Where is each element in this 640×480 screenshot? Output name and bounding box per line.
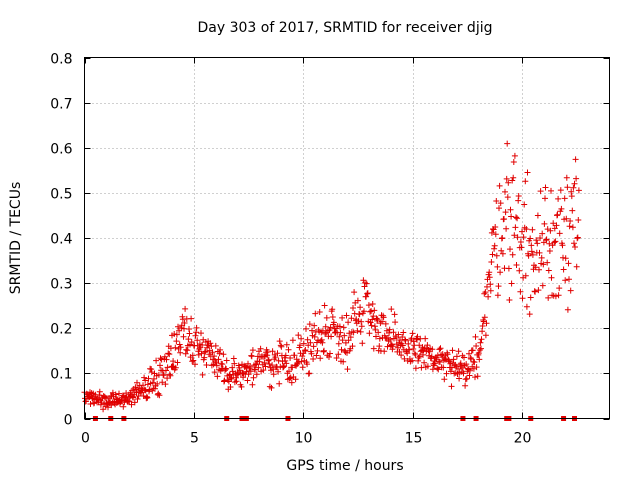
x-tick-label: 15 xyxy=(405,431,423,447)
y-tick-label: 0.1 xyxy=(50,367,72,383)
grid-lines xyxy=(84,57,610,419)
y-tick-label: 0.7 xyxy=(50,97,72,113)
chart-title: Day 303 of 2017, SRMTID for receiver dji… xyxy=(198,20,493,36)
x-tick-label: 10 xyxy=(295,431,313,447)
x-tick-label: 20 xyxy=(514,431,532,447)
axis-ticks xyxy=(84,57,610,420)
y-tick-label: 0.6 xyxy=(50,142,72,158)
y-axis-label: SRMTID / TECUs xyxy=(8,182,24,295)
x-tick-labels: 0 5 10 15 20 xyxy=(81,431,531,447)
y-tick-label: 0.5 xyxy=(50,187,72,203)
y-tick-label: 0.4 xyxy=(50,232,72,248)
y-tick-label: 0.2 xyxy=(50,322,72,338)
y-tick-label: 0.8 xyxy=(50,52,72,68)
x-tick-label: 5 xyxy=(190,431,199,447)
y-tick-labels: 0 0.1 0.2 0.3 0.4 0.5 0.6 0.7 0.8 xyxy=(50,52,72,429)
x-tick-label: 0 xyxy=(81,431,90,447)
x-axis-label: GPS time / hours xyxy=(286,458,403,474)
y-tick-label: 0 xyxy=(64,413,73,429)
y-tick-label: 0.3 xyxy=(50,277,72,293)
